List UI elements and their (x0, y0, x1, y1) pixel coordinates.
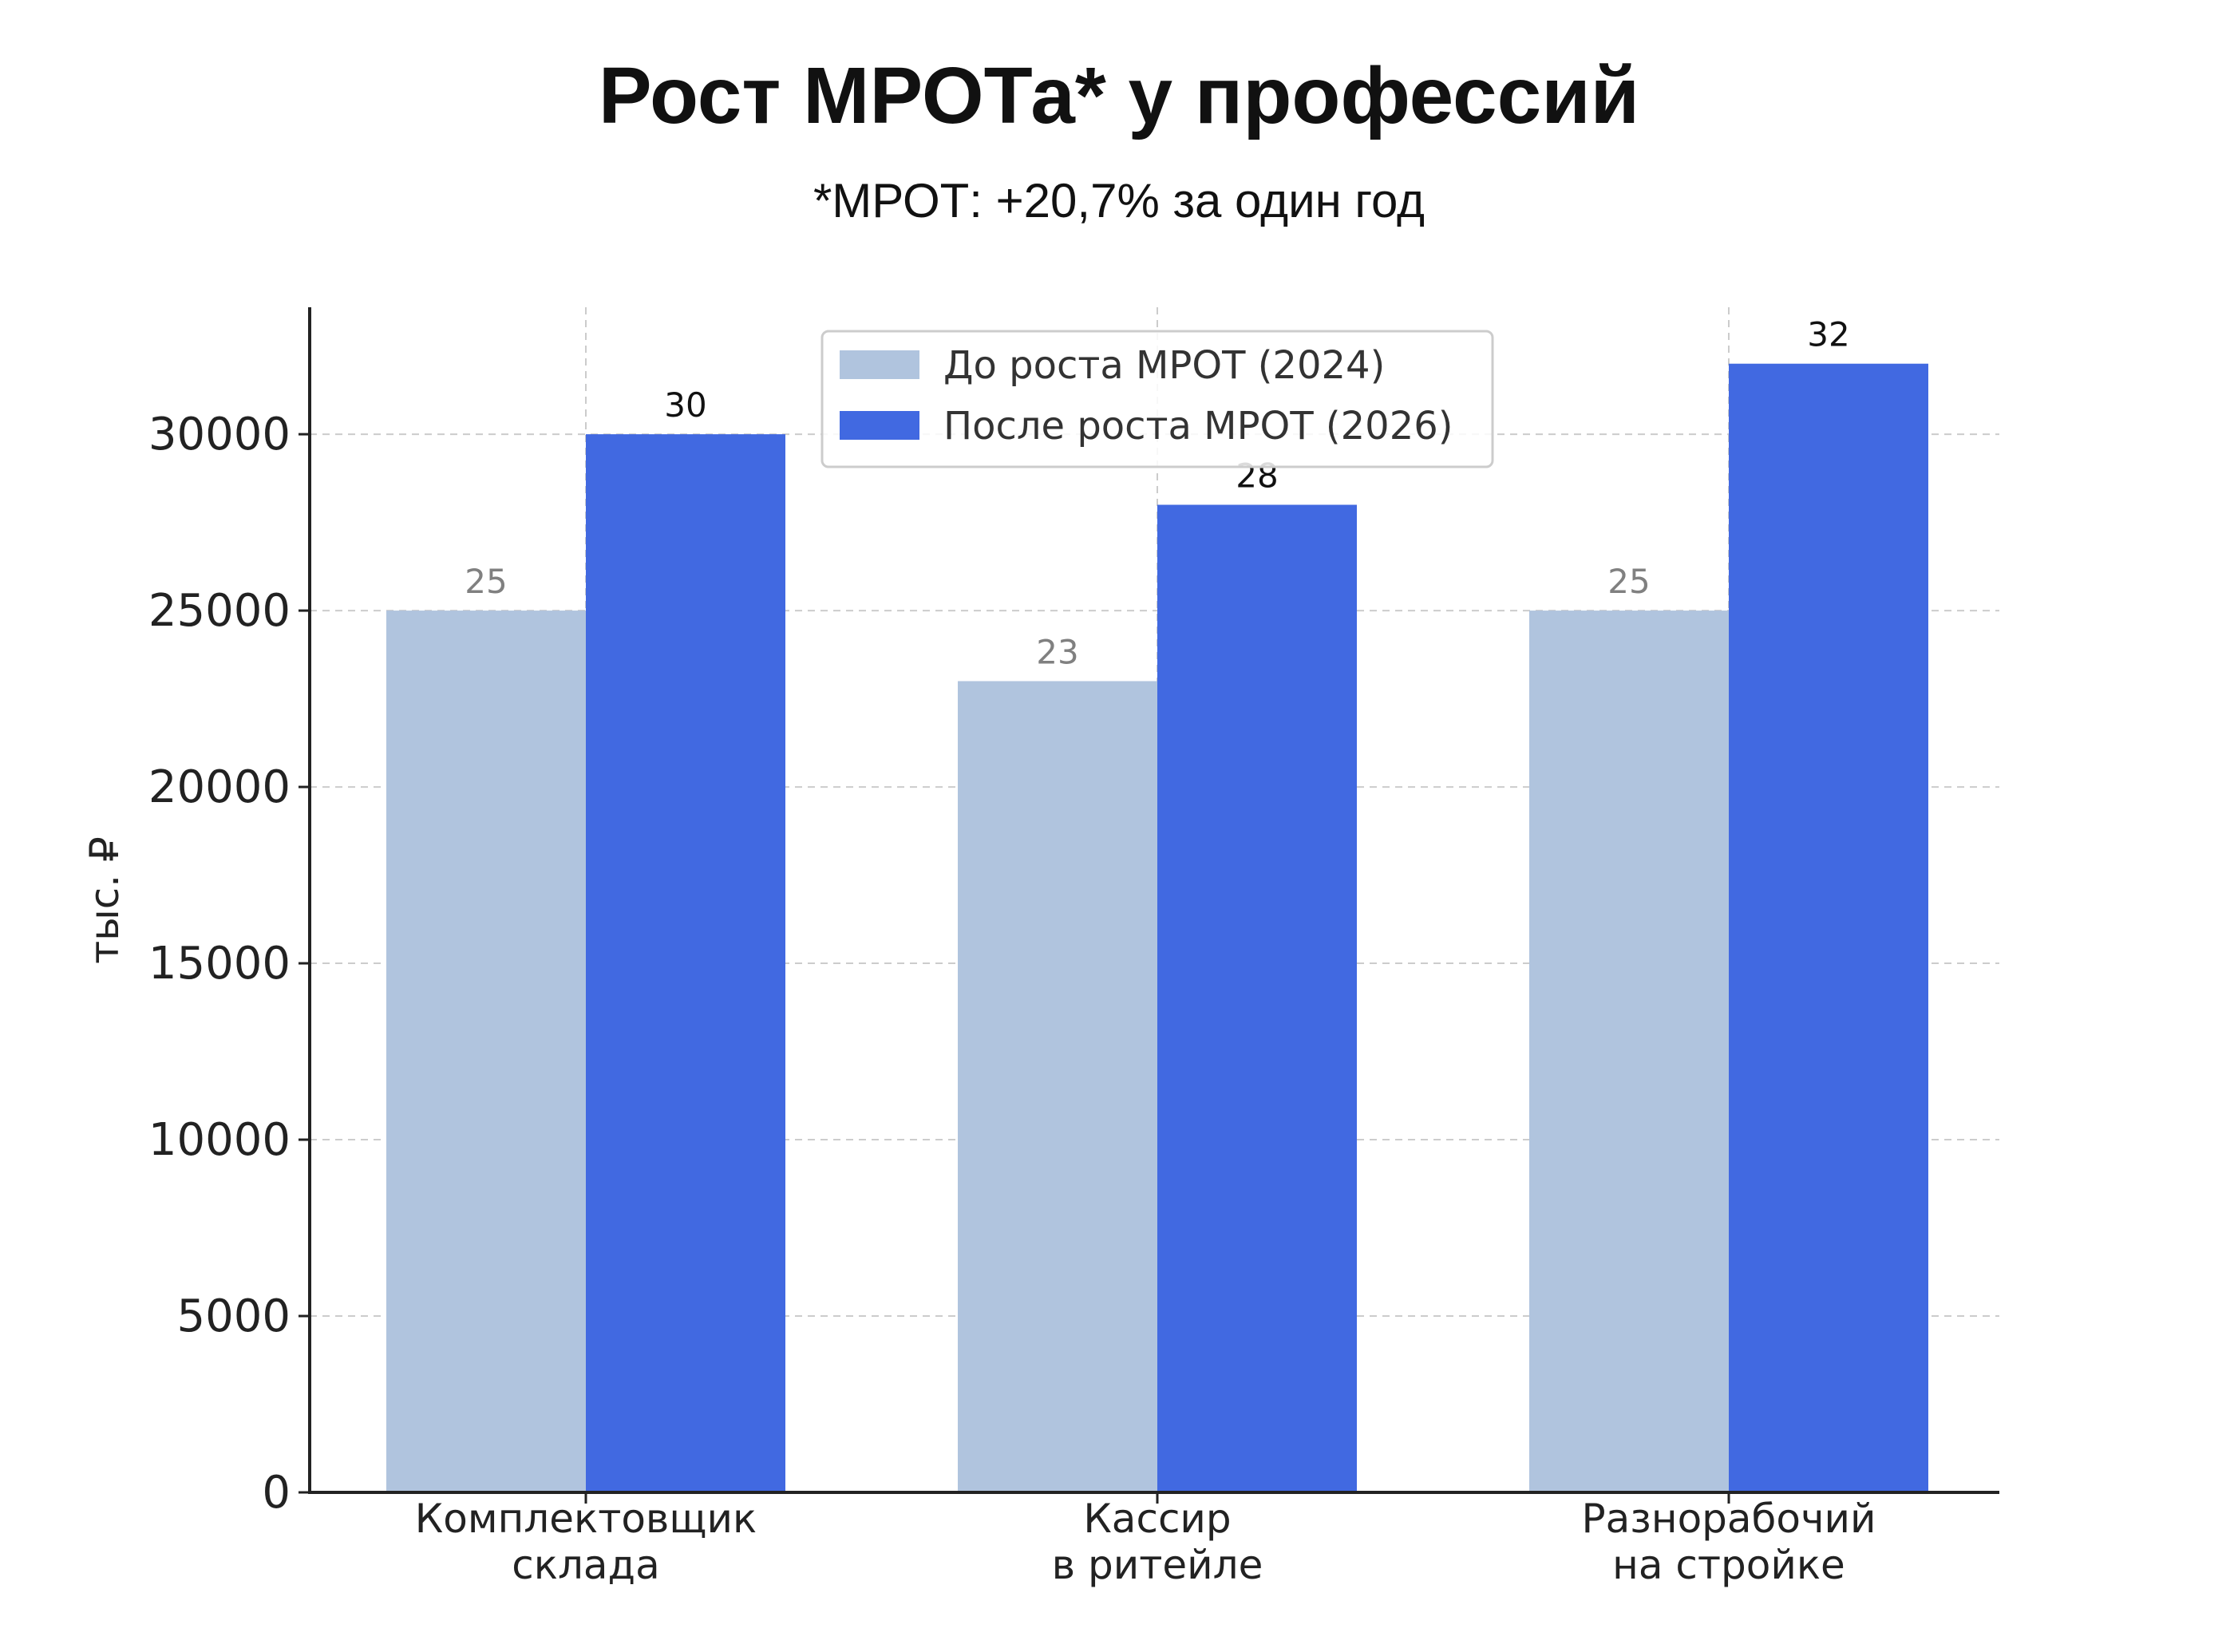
y-tick-label: 5000 (176, 1290, 291, 1342)
chart-title: Рост МРОТа* у профессий (598, 51, 1640, 140)
x-tick-label: Комплектовщик (415, 1496, 757, 1542)
legend-label: После роста МРОТ (2026) (943, 404, 1453, 449)
y-tick-label: 10000 (148, 1114, 291, 1166)
bar-value-label: 25 (465, 562, 507, 601)
bar-before (958, 681, 1157, 1492)
bar-after (1157, 504, 1357, 1492)
legend-swatch (840, 350, 919, 379)
bar-before (386, 611, 586, 1492)
bar-after (586, 434, 785, 1492)
y-tick-label: 25000 (148, 585, 291, 637)
legend-box (820, 330, 1494, 468)
y-tick-label: 30000 (148, 409, 291, 460)
y-tick-label: 0 (262, 1467, 291, 1519)
bar-value-label: 25 (1607, 562, 1650, 601)
y-axis-label: тыс. ₽ (81, 836, 128, 964)
x-tick-label: на стройке (1612, 1542, 1845, 1588)
bar-value-label: 30 (664, 385, 706, 425)
legend-swatch (840, 411, 919, 440)
legend-label: До роста МРОТ (2024) (943, 343, 1385, 388)
x-tick-label: в ритейле (1052, 1542, 1263, 1588)
x-tick-label: склада (512, 1542, 660, 1588)
y-tick-label: 20000 (148, 761, 291, 813)
x-tick-label: Кассир (1083, 1496, 1231, 1542)
bar-value-label: 23 (1036, 632, 1078, 671)
chart-subtitle: *МРОТ: +20,7% за один год (813, 174, 1425, 227)
x-tick-label: Разнорабочий (1582, 1496, 1876, 1542)
bar-value-label: 32 (1807, 315, 1849, 354)
y-tick-label: 15000 (148, 938, 291, 990)
bar-before (1529, 611, 1729, 1492)
bar-after (1729, 363, 1928, 1492)
